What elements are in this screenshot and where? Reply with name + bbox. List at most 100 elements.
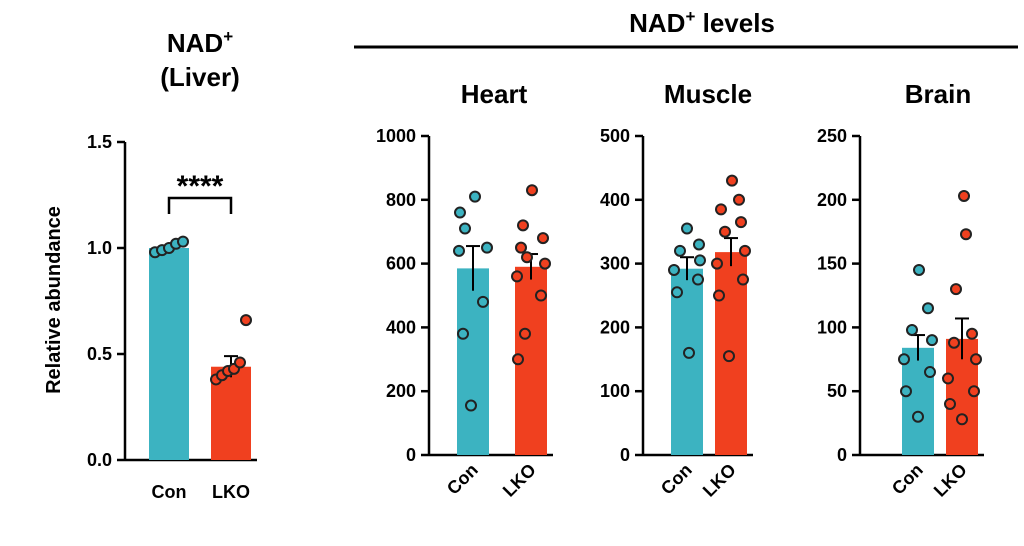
y-tick-label: 400: [386, 317, 416, 337]
y-tick-label: 200: [386, 381, 416, 401]
data-point: [960, 228, 972, 241]
category-label: LKO: [212, 482, 250, 502]
data-point: [966, 327, 978, 340]
bar-con: [671, 268, 703, 455]
category-label: Con: [443, 460, 482, 499]
category-label: LKO: [930, 460, 971, 501]
data-point: [519, 327, 531, 340]
data-point: [713, 289, 725, 302]
data-point: [459, 222, 471, 235]
data-point: [723, 350, 735, 363]
liver-title-line2: (Liver): [160, 62, 239, 92]
y-tick-label: 1.5: [87, 132, 112, 152]
data-point: [668, 263, 680, 276]
y-tick-label: 100: [600, 381, 630, 401]
y-tick-label: 300: [600, 254, 630, 274]
data-point: [683, 346, 695, 359]
data-point: [511, 270, 523, 283]
data-point: [469, 190, 481, 203]
y-tick-label: 0: [620, 445, 630, 465]
muscle-title: Muscle: [664, 79, 752, 109]
data-point: [942, 372, 954, 385]
data-point: [454, 206, 466, 219]
data-point: [913, 263, 925, 276]
liver-title: NAD+: [167, 27, 233, 58]
y-tick-label: 500: [600, 126, 630, 146]
category-label: LKO: [699, 460, 740, 501]
data-point: [694, 254, 706, 267]
data-point: [912, 410, 924, 423]
data-point: [535, 289, 547, 302]
category-label: LKO: [499, 460, 540, 501]
data-point: [719, 225, 731, 238]
data-point: [515, 241, 527, 254]
panel-0: 0.0 0.5 1.0 1.5 Con LKO: [87, 132, 257, 502]
data-point: [177, 235, 189, 248]
y-tick-label: 200: [600, 317, 630, 337]
data-point: [735, 216, 747, 229]
data-point: [726, 174, 738, 187]
data-point: [733, 193, 745, 206]
heart-title: Heart: [461, 79, 528, 109]
data-point: [956, 413, 968, 426]
significance-stars: ****: [177, 170, 224, 203]
y-tick-label: 1000: [376, 126, 416, 146]
data-point: [739, 244, 751, 257]
y-tick-label: 0: [406, 445, 416, 465]
y-tick-label: 200: [817, 190, 847, 210]
brain-title: Brain: [905, 79, 971, 109]
data-point: [512, 353, 524, 366]
significance-bracket: [167, 196, 233, 214]
category-label: Con: [888, 460, 927, 499]
data-point: [898, 353, 910, 366]
data-point: [711, 257, 723, 270]
data-point: [922, 302, 934, 315]
y-tick-label: 800: [386, 190, 416, 210]
data-point: [692, 273, 704, 286]
data-point: [693, 238, 705, 251]
bar-con: [902, 347, 934, 455]
category-label: Con: [152, 482, 187, 502]
data-point: [539, 257, 551, 270]
data-point: [968, 385, 980, 398]
bar-con: [149, 248, 189, 460]
data-point: [906, 323, 918, 336]
data-point: [926, 334, 938, 347]
data-point: [958, 189, 970, 202]
data-point: [465, 399, 477, 412]
y-tick-label: 1.0: [87, 238, 112, 258]
y-tick-label: 250: [817, 126, 847, 146]
data-point: [715, 203, 727, 216]
y-tick-label: 0.0: [87, 450, 112, 470]
panel-3: 0 50 100 150 200 250 Con LKO: [817, 126, 984, 501]
data-point: [477, 295, 489, 308]
data-point: [453, 244, 465, 257]
data-point: [537, 232, 549, 245]
panel-2: 0 100 200 300 400 500 Con LKO: [600, 126, 753, 501]
data-point: [521, 251, 533, 264]
data-point: [681, 222, 693, 235]
data-point: [950, 283, 962, 296]
data-point: [671, 286, 683, 299]
data-point: [517, 219, 529, 232]
category-label: Con: [657, 460, 696, 499]
y-tick-label: 0.5: [87, 344, 112, 364]
data-point: [924, 366, 936, 379]
data-point: [737, 273, 749, 286]
group-title: NAD+ levels: [629, 7, 775, 38]
data-point: [240, 314, 252, 327]
data-point: [481, 241, 493, 254]
data-point: [457, 327, 469, 340]
data-point: [970, 353, 982, 366]
y-tick-label: 50: [827, 381, 847, 401]
data-point: [944, 397, 956, 410]
y-axis-label: Relative abundance: [43, 206, 65, 394]
data-point: [948, 336, 960, 349]
y-tick-label: 0: [837, 445, 847, 465]
data-point: [526, 184, 538, 197]
data-point: [234, 356, 246, 369]
y-tick-label: 400: [600, 190, 630, 210]
data-point: [674, 244, 686, 257]
y-tick-label: 150: [817, 254, 847, 274]
